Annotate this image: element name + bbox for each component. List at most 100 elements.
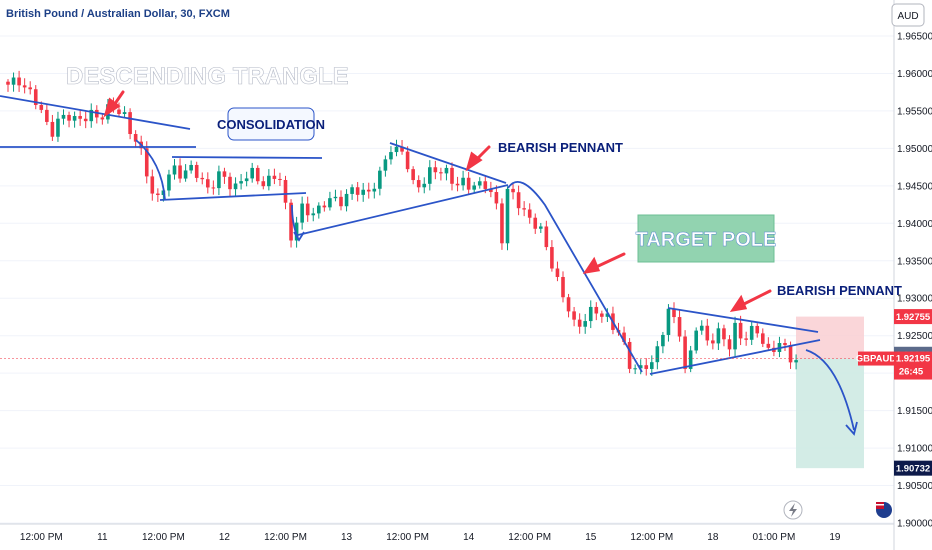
candle-body: [638, 365, 643, 369]
candle-body: [705, 325, 710, 341]
candle-body: [389, 152, 393, 160]
candle-body: [233, 183, 238, 190]
candle: [211, 180, 216, 195]
candle: [278, 172, 282, 186]
candle-body: [733, 322, 737, 350]
candle-body: [372, 188, 377, 192]
us-au-flag-icon[interactable]: [876, 502, 892, 518]
candle: [167, 169, 171, 197]
breakdown-curve-1: [135, 139, 166, 201]
candle-body: [56, 118, 60, 137]
candle-body: [178, 165, 182, 179]
candle-body: [766, 343, 771, 348]
currency-badge[interactable]: [891, 3, 925, 27]
candle: [222, 167, 227, 184]
candle-body: [539, 226, 543, 229]
candle-body: [550, 247, 554, 269]
arrow-4-head: [729, 294, 748, 313]
candle-body: [477, 181, 482, 186]
candle: [588, 300, 593, 329]
lightning-icon[interactable]: [783, 500, 803, 520]
candle-body: [239, 181, 243, 184]
candle-body: [738, 322, 743, 339]
candle-body: [472, 185, 476, 190]
take-profit-zone[interactable]: [796, 358, 864, 469]
candle: [494, 185, 499, 210]
candle-body: [466, 177, 471, 190]
candle: [539, 222, 543, 233]
candle: [633, 364, 637, 375]
candle-body: [416, 180, 421, 188]
candle: [444, 164, 449, 181]
candle: [644, 358, 649, 376]
candle-body: [117, 109, 121, 114]
stop-loss-zone[interactable]: [796, 316, 864, 359]
candle-body: [461, 177, 465, 186]
candle-body: [694, 330, 698, 351]
candle-body: [566, 297, 571, 312]
candle: [144, 141, 149, 184]
arrow-2-head: [465, 151, 483, 172]
projection-arrowhead: [845, 421, 858, 436]
candle: [461, 170, 465, 191]
candle: [50, 114, 55, 141]
candle: [283, 175, 288, 210]
candle: [672, 302, 676, 324]
x-tick-label: 13: [341, 532, 353, 543]
candle-body: [522, 208, 526, 210]
candle-body: [600, 313, 604, 317]
candle-body: [144, 148, 149, 177]
candle-body: [583, 321, 587, 327]
candle: [544, 220, 549, 251]
candle-body: [289, 202, 293, 241]
candle: [33, 85, 38, 110]
candle: [372, 182, 377, 199]
x-tick-label: 19: [829, 532, 841, 543]
candle-body: [450, 167, 454, 184]
candle: [422, 177, 427, 194]
candle: [344, 189, 349, 212]
candle: [378, 166, 382, 196]
candle: [405, 146, 410, 173]
x-axis[interactable]: 12:00 PM 11 12:00 PM 12 12:00 PM 13 12:00 PM 14…: [0, 523, 894, 543]
candle-body: [633, 368, 637, 370]
candle: [572, 306, 576, 327]
candle-body: [261, 181, 266, 187]
candle: [749, 320, 754, 346]
candle-body: [350, 187, 354, 194]
candle-body: [11, 77, 16, 85]
candle-body: [217, 171, 221, 189]
candle: [794, 354, 798, 370]
candle: [594, 302, 599, 321]
candle: [533, 213, 538, 234]
x-tick-label: 12:00 PM: [630, 532, 673, 543]
current-price-text: 1.92195: [896, 354, 931, 365]
candle: [561, 271, 565, 303]
y-tick-label: 1.90500: [897, 481, 932, 492]
candle: [183, 164, 188, 182]
candle: [228, 172, 232, 197]
candle: [766, 337, 771, 351]
candle-body: [655, 346, 660, 363]
candle-body: [128, 112, 132, 135]
candle-body: [122, 112, 127, 114]
candle-body: [206, 179, 210, 188]
candle: [305, 196, 310, 222]
candle-body: [755, 325, 760, 334]
target-pole-label: TARGET POLE: [636, 229, 777, 251]
candle-body: [167, 174, 171, 191]
candle: [566, 293, 571, 318]
candle: [711, 333, 715, 350]
candle-body: [183, 170, 188, 179]
candle-body: [722, 328, 726, 340]
candle-body: [572, 311, 576, 320]
candle: [150, 169, 155, 201]
y-tick-label: 1.93500: [897, 256, 932, 267]
candle: [655, 340, 660, 370]
y-tick-label: 1.91500: [897, 406, 932, 417]
candle: [89, 103, 94, 128]
x-tick-label: 15: [585, 532, 597, 543]
consolidation-upper-line: [171, 156, 323, 159]
candle: [289, 199, 293, 248]
